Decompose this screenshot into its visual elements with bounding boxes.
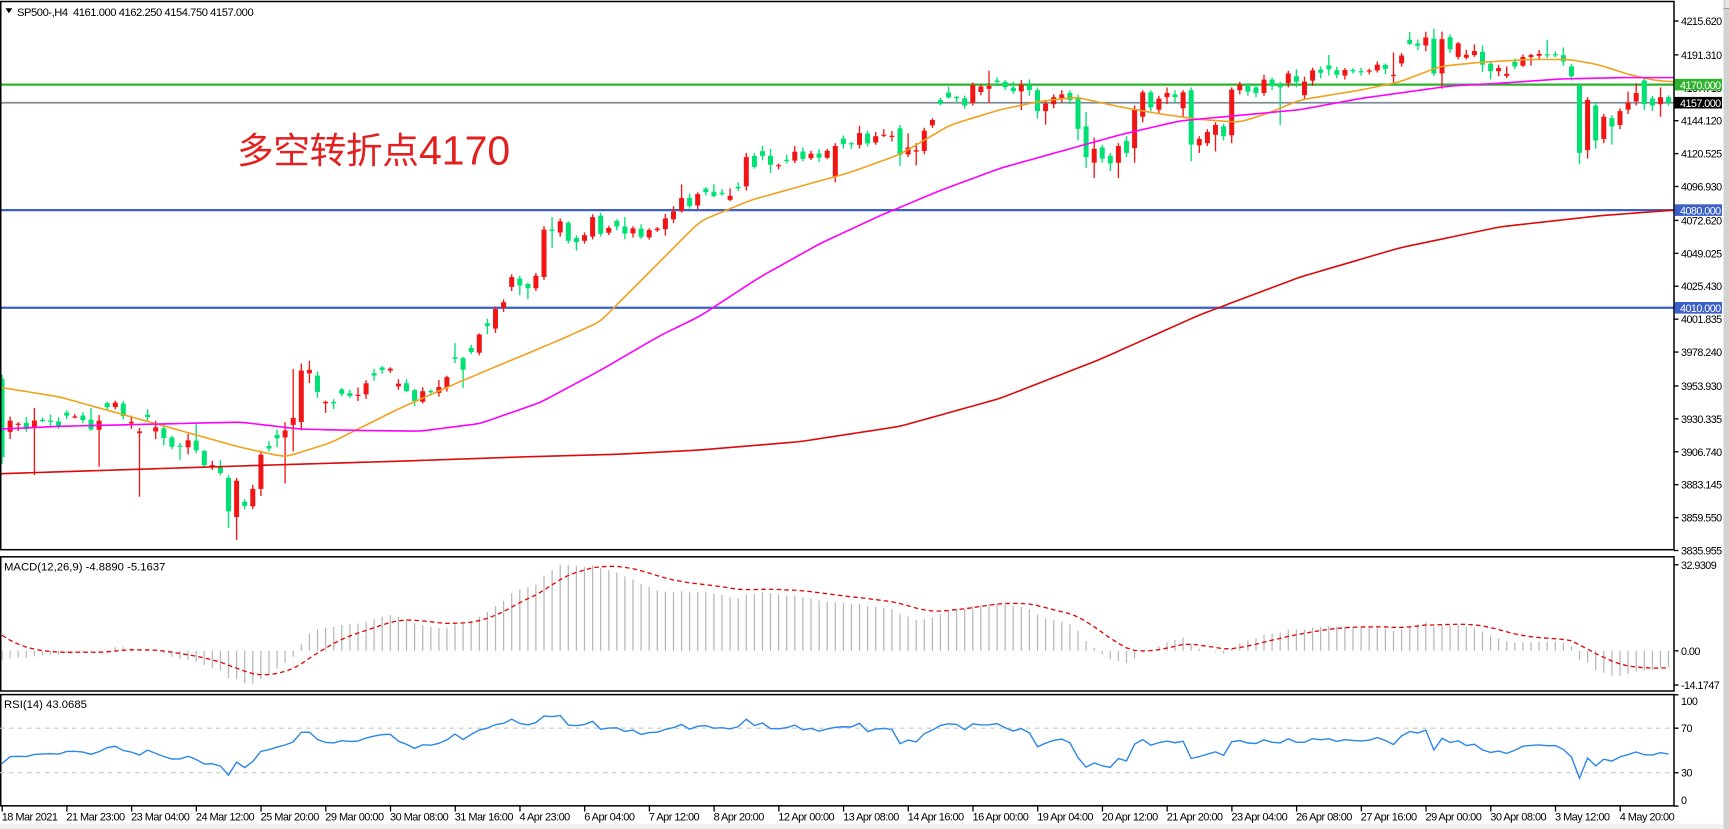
svg-text:3835.955: 3835.955: [1681, 546, 1722, 558]
svg-text:4120.525: 4120.525: [1681, 149, 1722, 161]
svg-text:4080.000: 4080.000: [1680, 205, 1721, 217]
svg-text:SP500-,H4 4161.000 4162.250 4: SP500-,H4 4161.000 4162.250 4154.750 415…: [17, 7, 253, 19]
svg-text:3978.240: 3978.240: [1681, 347, 1722, 359]
svg-text:18 Mar 2021: 18 Mar 2021: [2, 812, 58, 824]
svg-text:19 Apr 04:00: 19 Apr 04:00: [1037, 812, 1093, 824]
svg-text:3 May 12:00: 3 May 12:00: [1555, 812, 1610, 824]
svg-text:4001.835: 4001.835: [1681, 314, 1722, 326]
svg-text:31 Mar 16:00: 31 Mar 16:00: [455, 812, 514, 824]
svg-text:4025.430: 4025.430: [1681, 281, 1722, 293]
svg-text:4049.025: 4049.025: [1681, 248, 1722, 260]
svg-text:24 Mar 12:00: 24 Mar 12:00: [196, 812, 255, 824]
svg-text:0.00: 0.00: [1681, 646, 1700, 658]
svg-text:100: 100: [1681, 696, 1698, 708]
svg-text:30 Apr 08:00: 30 Apr 08:00: [1490, 812, 1546, 824]
svg-text:30: 30: [1681, 768, 1692, 780]
svg-text:23 Apr 04:00: 23 Apr 04:00: [1231, 812, 1287, 824]
svg-text:26 Apr 08:00: 26 Apr 08:00: [1296, 812, 1352, 824]
svg-text:RSI(14) 43.0685: RSI(14) 43.0685: [4, 699, 87, 711]
svg-text:7 Apr 12:00: 7 Apr 12:00: [649, 812, 700, 824]
svg-text:70: 70: [1681, 723, 1692, 735]
svg-text:3906.740: 3906.740: [1681, 447, 1722, 459]
svg-text:4191.310: 4191.310: [1681, 50, 1722, 62]
svg-text:29 Apr 00:00: 29 Apr 00:00: [1426, 812, 1482, 824]
svg-text:6 Apr 04:00: 6 Apr 04:00: [584, 812, 635, 824]
svg-text:MACD(12,26,9) -4.8890 -5.1637: MACD(12,26,9) -4.8890 -5.1637: [4, 562, 165, 574]
svg-text:16 Apr 00:00: 16 Apr 00:00: [973, 812, 1029, 824]
svg-text:4 May 20:00: 4 May 20:00: [1620, 812, 1675, 824]
svg-text:4215.620: 4215.620: [1681, 16, 1722, 28]
svg-text:3953.930: 3953.930: [1681, 381, 1722, 393]
svg-text:27 Apr 16:00: 27 Apr 16:00: [1361, 812, 1417, 824]
svg-text:13 Apr 08:00: 13 Apr 08:00: [843, 812, 899, 824]
svg-text:29 Mar 00:00: 29 Mar 00:00: [325, 812, 384, 824]
svg-text:32.9309: 32.9309: [1681, 560, 1717, 572]
svg-text:3859.550: 3859.550: [1681, 513, 1722, 525]
svg-text:4157.000: 4157.000: [1680, 98, 1721, 110]
svg-text:23 Mar 04:00: 23 Mar 04:00: [131, 812, 190, 824]
svg-text:-14.1747: -14.1747: [1681, 680, 1720, 692]
svg-text:3930.335: 3930.335: [1681, 414, 1722, 426]
svg-text:12 Apr 00:00: 12 Apr 00:00: [778, 812, 834, 824]
svg-text:20 Apr 12:00: 20 Apr 12:00: [1102, 812, 1158, 824]
svg-text:4 Apr 23:00: 4 Apr 23:00: [520, 812, 571, 824]
svg-text:30 Mar 08:00: 30 Mar 08:00: [390, 812, 449, 824]
svg-text:25 Mar 20:00: 25 Mar 20:00: [261, 812, 320, 824]
svg-text:0: 0: [1681, 795, 1687, 807]
svg-text:8 Apr 20:00: 8 Apr 20:00: [714, 812, 765, 824]
svg-text:4072.620: 4072.620: [1681, 215, 1722, 227]
svg-text:4170: 4170: [419, 128, 510, 174]
svg-text:3883.145: 3883.145: [1681, 480, 1722, 492]
svg-text:4170.000: 4170.000: [1680, 80, 1721, 92]
svg-text:14 Apr 16:00: 14 Apr 16:00: [908, 812, 964, 824]
svg-text:21 Mar 23:00: 21 Mar 23:00: [66, 812, 125, 824]
svg-text:4010.000: 4010.000: [1680, 303, 1721, 315]
svg-text:21 Apr 20:00: 21 Apr 20:00: [1167, 812, 1223, 824]
svg-text:4144.120: 4144.120: [1681, 116, 1722, 128]
svg-text:4096.930: 4096.930: [1681, 182, 1722, 194]
